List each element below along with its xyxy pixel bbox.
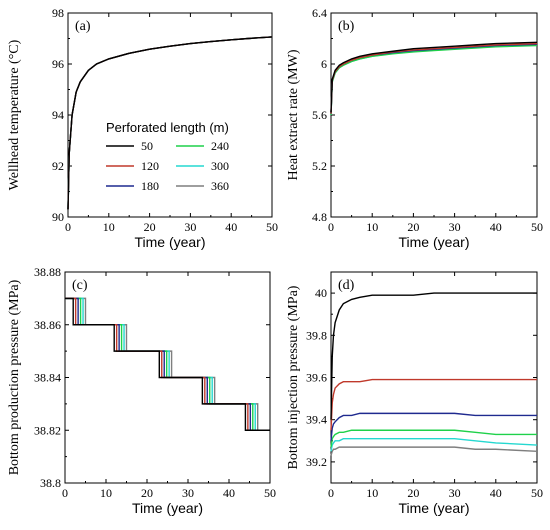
x-tick-label: 30 (449, 486, 461, 500)
plot-frame (67, 12, 273, 218)
legend-label-300: 300 (211, 159, 229, 173)
series-line-180 (330, 412, 537, 441)
series-group (330, 292, 538, 456)
series-group (65, 297, 270, 431)
x-tick-label: 40 (223, 486, 235, 500)
x-tick-label: 10 (366, 486, 378, 500)
x-tick-label: 0 (328, 220, 334, 234)
y-axis-title: Heat extract rate (MW) (286, 49, 301, 180)
y-tick-label: 38.84 (34, 371, 61, 385)
x-tick-label: 50 (264, 486, 276, 500)
x-tick-label: 40 (225, 220, 237, 234)
series-line-50 (67, 36, 273, 210)
y-tick-label: 38.8 (40, 476, 61, 490)
panel-label: (c) (72, 278, 88, 293)
series-group (330, 41, 538, 116)
x-tick-label: 20 (407, 486, 419, 500)
y-tick-label: 92 (52, 159, 64, 173)
y-tick-label: 96 (52, 57, 64, 71)
y-tick-label: 39.4 (306, 413, 327, 427)
x-tick-label: 30 (184, 220, 196, 234)
y-tick-label: 6.4 (312, 6, 327, 20)
x-tick-label: 50 (531, 220, 543, 234)
y-tick-label: 38.82 (34, 423, 61, 437)
x-tick-label: 50 (266, 220, 278, 234)
x-tick-label: 0 (62, 486, 68, 500)
x-axis-title: Time (year) (134, 234, 205, 250)
x-tick-label: 40 (490, 486, 502, 500)
series-line-240 (65, 297, 270, 431)
legend-label-360: 360 (211, 179, 229, 193)
x-tick-label: 20 (141, 486, 153, 500)
legend-label-120: 120 (141, 159, 159, 173)
panel-label: (a) (75, 19, 91, 34)
y-tick-label: 39.2 (306, 455, 327, 469)
series-line-240 (330, 44, 538, 116)
panel-label: (b) (338, 19, 355, 34)
y-tick-label: 39.6 (306, 371, 327, 385)
series-line-50 (330, 41, 538, 113)
x-tick-label: 10 (103, 220, 115, 234)
panel-b: 0 10 20 30 40 50 4.8 5.2 5.6 6 6.4 Time (year) Heat … (286, 6, 543, 250)
y-tick-label: 6 (321, 57, 327, 71)
plot-frame (330, 271, 538, 484)
y-tick-label: 98 (52, 6, 64, 20)
y-tick-label: 40 (315, 286, 327, 300)
series-line-360 (65, 297, 270, 431)
x-axis-title: Time (year) (132, 500, 203, 516)
series-line-120 (65, 297, 270, 431)
x-tick-label: 10 (100, 486, 112, 500)
series-line-50 (65, 297, 270, 431)
x-axis-title: Time (year) (398, 234, 469, 250)
legend-label-180: 180 (141, 179, 159, 193)
panel-label: (d) (338, 278, 355, 293)
series-group (67, 36, 273, 210)
legend-title: Perforated length (m) (106, 120, 229, 135)
panel-a: 0 10 20 30 40 50 90 92 94 96 98 Time (year) Wellhead… (7, 6, 278, 250)
x-tick-label: 30 (449, 220, 461, 234)
x-tick-label: 40 (490, 220, 502, 234)
y-axis-title: Bottom injection pressure (MPa) (286, 285, 301, 469)
x-tick-label: 20 (144, 220, 156, 234)
x-tick-label: 0 (328, 486, 334, 500)
legend: Perforated length (m) 50 120 180 240 300 360 (106, 120, 229, 193)
x-tick-label: 20 (407, 220, 419, 234)
y-tick-label: 4.8 (312, 210, 327, 224)
y-tick-label: 5.6 (312, 108, 327, 122)
x-tick-label: 30 (182, 486, 194, 500)
panel-d: 0 10 20 30 40 50 39.2 39.4 39.6 39.8 40 Time (year)… (286, 271, 543, 516)
series-line-240 (330, 429, 537, 448)
y-tick-label: 38.88 (34, 265, 61, 279)
x-tick-label: 50 (531, 486, 543, 500)
x-tick-label: 10 (366, 220, 378, 234)
legend-label-240: 240 (211, 139, 229, 153)
legend-label-50: 50 (141, 139, 153, 153)
y-tick-label: 94 (52, 108, 64, 122)
y-tick-label: 39.8 (306, 328, 327, 342)
y-tick-label: 90 (52, 210, 64, 224)
series-line-360 (330, 446, 538, 456)
y-tick-label: 38.86 (34, 318, 61, 332)
series-line-180 (330, 43, 538, 114)
x-tick-label: 0 (65, 220, 71, 234)
series-line-180 (65, 297, 270, 431)
series-line-120 (330, 378, 537, 431)
series-line-120 (330, 42, 538, 114)
y-axis-title: Bottom production pressure (MPa) (7, 279, 22, 475)
x-axis-title: Time (year) (398, 500, 469, 516)
y-tick-label: 5.2 (312, 159, 327, 173)
series-line-50 (330, 292, 537, 420)
series-line-360 (330, 43, 538, 116)
y-axis-title: Wellhead temperature (°C) (7, 39, 22, 190)
series-line-300 (330, 437, 538, 452)
series-line-300 (65, 297, 270, 431)
panel-c: 0 10 20 30 40 50 38.8 38.82 38.84 38.86 38.88 Time … (7, 265, 276, 516)
